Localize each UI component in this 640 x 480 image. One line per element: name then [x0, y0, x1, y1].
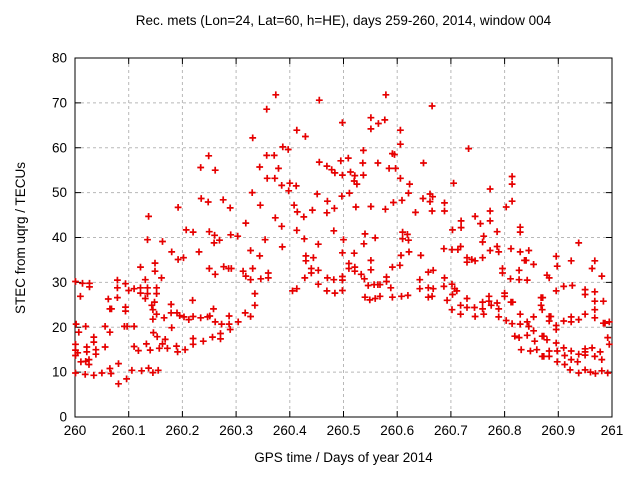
y-tick-labels: 0 10 20 30 40 50 60 70 80 [52, 51, 67, 425]
svg-text:260: 260 [64, 423, 87, 438]
svg-text:30: 30 [52, 275, 67, 290]
svg-text:260.4: 260.4 [273, 423, 307, 438]
x-tick-labels: 260 260.1 260.2 260.3 260.4 260.5 260.6 260.7 26… [64, 423, 624, 438]
svg-text:50: 50 [52, 185, 67, 200]
svg-text:260.9: 260.9 [541, 423, 575, 438]
svg-text:60: 60 [52, 140, 67, 155]
tick-marks [74, 57, 613, 418]
x-axis-label: GPS time / Days of year 2014 [254, 450, 433, 465]
svg-text:70: 70 [52, 95, 67, 110]
svg-text:260.3: 260.3 [219, 423, 253, 438]
scatter-plus-markers [72, 91, 613, 388]
svg-text:10: 10 [52, 365, 67, 380]
svg-text:260.6: 260.6 [380, 423, 414, 438]
chart-title: Rec. mets (Lon=24, Lat=60, h=HE), days 2… [135, 13, 552, 28]
svg-text:20: 20 [52, 320, 67, 335]
svg-text:40: 40 [52, 230, 67, 245]
svg-text:0: 0 [59, 410, 67, 425]
svg-text:80: 80 [52, 51, 67, 66]
y-axis-label: STEC from uqrg / TECUs [13, 161, 28, 315]
svg-text:260.7: 260.7 [434, 423, 468, 438]
svg-text:260.2: 260.2 [166, 423, 200, 438]
data-points [72, 91, 613, 388]
svg-text:261: 261 [601, 423, 624, 438]
svg-text:260.8: 260.8 [488, 423, 522, 438]
svg-text:260.5: 260.5 [327, 423, 361, 438]
svg-text:260.1: 260.1 [112, 423, 146, 438]
